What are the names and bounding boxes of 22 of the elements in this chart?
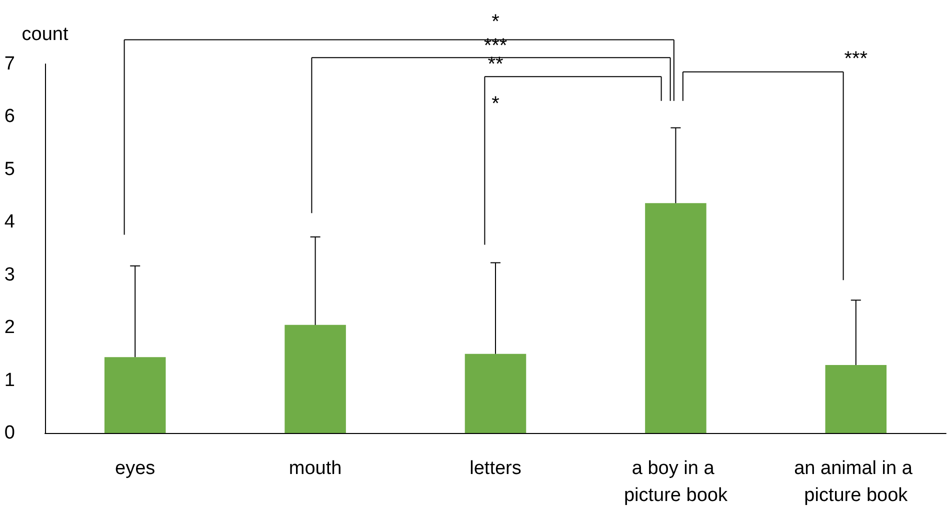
y-tick-label: 3 <box>4 264 15 286</box>
y-tick-label: 2 <box>4 317 15 338</box>
annotation: *** <box>844 48 868 70</box>
x-tick-label: a boy in a picture book <box>624 458 728 506</box>
y-tick-label: 5 <box>4 158 15 180</box>
y-tick-label: 1 <box>4 370 15 391</box>
text: * <box>492 11 500 34</box>
x-tick-label: eyes <box>115 458 156 479</box>
y-tick-label: 6 <box>4 106 15 128</box>
bar <box>464 354 526 433</box>
x-tick-label: an animal in a picture book <box>794 458 918 506</box>
y-tick-label: 7 <box>4 54 15 74</box>
y-tick-label: 0 <box>4 422 15 444</box>
bar <box>104 357 166 433</box>
x-tick-label: mouth <box>288 458 342 479</box>
bar <box>825 365 887 433</box>
bar <box>645 203 706 433</box>
annotation: * <box>492 92 500 115</box>
y-axis-title: count <box>22 24 69 45</box>
x-tick-label: letters <box>470 458 522 479</box>
bar <box>284 324 346 433</box>
y-tick-label: 4 <box>4 212 16 233</box>
